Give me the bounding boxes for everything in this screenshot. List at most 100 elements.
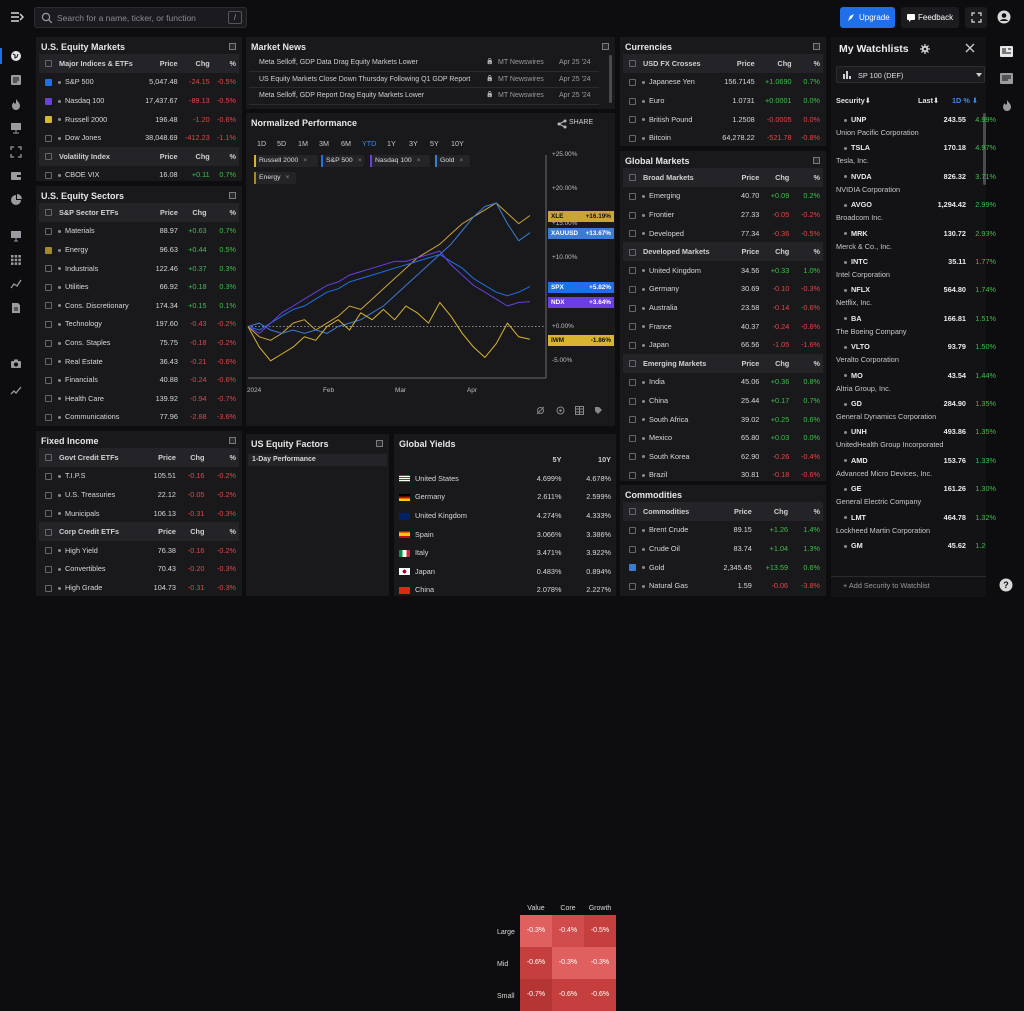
row-checkbox[interactable] [45, 60, 52, 68]
row-checkbox[interactable] [45, 528, 52, 536]
remove-icon[interactable]: × [416, 157, 421, 164]
watchlist-item[interactable]: TSLA 170.18 4.97% Tesla, Inc. [836, 141, 996, 169]
row-checkbox[interactable] [629, 564, 636, 572]
range-tab[interactable]: 3M [319, 139, 329, 148]
row-checkbox[interactable] [629, 378, 636, 386]
watchlist-item[interactable]: VLTO 93.79 1.50% Veralto Corporation [836, 340, 996, 368]
factor-cell[interactable]: -0.3% [520, 915, 552, 947]
row-checkbox[interactable] [629, 397, 636, 405]
range-tab[interactable]: 1D [257, 139, 267, 148]
watchlist-item[interactable]: NFLX 564.80 1.74% Netflix, Inc. [836, 283, 996, 311]
row-checkbox[interactable] [45, 227, 52, 235]
row-checkbox[interactable] [629, 248, 636, 256]
series-chip[interactable]: Nasdaq 100 × [370, 155, 430, 167]
row-checkbox[interactable] [45, 153, 52, 161]
factor-cell[interactable]: -0.3% [584, 947, 616, 979]
table-row[interactable]: Japan 66.56 -1.05 -1.6% [623, 335, 823, 354]
row-checkbox[interactable] [629, 116, 636, 124]
table-row[interactable]: CBOE VIX 16.08 +0.11 0.7% [39, 166, 239, 185]
watchlist-item[interactable]: BA 166.81 1.51% The Boeing Company [836, 312, 996, 340]
table-row[interactable]: United Kingdom 34.56 +0.33 1.0% [623, 261, 823, 280]
table-row[interactable]: Cons. Staples 75.75 -0.18 -0.2% [39, 333, 239, 352]
row-checkbox[interactable] [45, 565, 52, 573]
factor-cell[interactable]: -0.6% [584, 979, 616, 1011]
table-row[interactable]: France 40.37 -0.24 -0.6% [623, 317, 823, 336]
row-checkbox[interactable] [45, 547, 52, 555]
range-tab[interactable]: 1M [298, 139, 308, 148]
table-row[interactable]: Convertibles 70.43 -0.20 -0.3% [39, 560, 239, 579]
row-checkbox[interactable] [629, 323, 636, 331]
share-icon[interactable] [557, 119, 567, 129]
target-icon[interactable] [556, 406, 565, 415]
watchlist-item[interactable]: LMT 464.78 1.32% Lockheed Martin Corporatio… [836, 511, 996, 539]
series-chip[interactable]: S&P 500 × [321, 155, 364, 167]
range-tab[interactable]: 6M [341, 139, 351, 148]
row-checkbox[interactable] [45, 358, 52, 366]
maximize-icon[interactable] [229, 43, 236, 50]
row-checkbox[interactable] [629, 230, 636, 238]
user-account-icon[interactable] [997, 10, 1011, 24]
watchlist-item[interactable]: UNP 243.55 4.99% Union Pacific Corporation [836, 113, 996, 141]
table-row[interactable]: Energy 96.63 +0.44 0.5% [39, 240, 239, 259]
row-checkbox[interactable] [629, 267, 636, 275]
row-checkbox[interactable] [629, 582, 636, 590]
pie-chart-icon[interactable] [10, 194, 22, 206]
search-box[interactable]: Search for a name, ticker, or function / [34, 7, 247, 28]
watchlist-item[interactable]: GD 284.90 1.35% General Dynamics Corporatio… [836, 397, 996, 425]
table-row[interactable]: Real Estate 36.43 -0.21 -0.6% [39, 352, 239, 371]
document-icon[interactable] [10, 302, 22, 314]
row-checkbox[interactable] [629, 304, 636, 312]
factor-cell[interactable]: -0.5% [584, 915, 616, 947]
row-checkbox[interactable] [45, 395, 52, 403]
table-row[interactable]: Brazil 30.81 -0.18 -0.6% [623, 466, 823, 485]
table-row[interactable]: Russell 2000 196.48 -1.20 -0.6% [39, 110, 239, 129]
col-last[interactable]: Last⬇ [918, 96, 940, 105]
news-icon[interactable] [10, 74, 22, 86]
watchlist-scrollbar[interactable] [983, 113, 986, 185]
table-row[interactable]: Dow Jones 38,048.69 -412.23 -1.1% [39, 128, 239, 147]
series-chip[interactable]: Gold × [435, 155, 470, 167]
upgrade-button[interactable]: Upgrade [840, 7, 895, 28]
table-row[interactable]: Brent Crude 89.15 +1.26 1.4% [623, 521, 823, 540]
row-checkbox[interactable] [45, 97, 52, 105]
wallet-icon[interactable] [10, 170, 22, 182]
line-chart-icon[interactable] [10, 278, 22, 290]
performance-chart[interactable] [246, 150, 616, 395]
table-row[interactable]: Australia 23.58 -0.14 -0.6% [623, 298, 823, 317]
row-checkbox[interactable] [45, 376, 52, 384]
news-list-icon[interactable] [1000, 73, 1013, 85]
remove-icon[interactable]: × [459, 157, 464, 164]
table-row[interactable]: Emerging 40.70 +0.09 0.2% [623, 187, 823, 206]
grid-icon[interactable] [10, 254, 22, 266]
table-row[interactable]: Frontier 27.33 -0.05 -0.2% [623, 205, 823, 224]
watchlist-item[interactable]: MRK 130.72 2.93% Merck & Co., Inc. [836, 227, 996, 255]
row-checkbox[interactable] [45, 454, 52, 462]
news-scrollbar[interactable] [609, 55, 612, 103]
menu-expand-icon[interactable] [10, 10, 24, 24]
factor-cell[interactable]: -0.6% [552, 979, 584, 1011]
remove-icon[interactable]: × [303, 157, 308, 164]
row-checkbox[interactable] [629, 97, 636, 105]
row-checkbox[interactable] [45, 584, 52, 592]
row-checkbox[interactable] [45, 320, 52, 328]
table-row[interactable]: Japanese Yen 156.7145 +1.0690 0.7% [623, 73, 823, 92]
table-row[interactable]: Financials 40.88 -0.24 -0.6% [39, 370, 239, 389]
table-row[interactable]: United Kingdom 4.274% 4.333% [396, 506, 614, 525]
feedback-button[interactable]: Feedback [901, 7, 959, 28]
range-tab[interactable]: 1Y [387, 139, 396, 148]
table-row[interactable]: Gold 2,345.45 +13.59 0.6% [623, 558, 823, 577]
range-tab[interactable]: 10Y [451, 139, 464, 148]
maximize-icon[interactable] [813, 43, 820, 50]
table-row[interactable]: Euro 1.0731 +0.0001 0.0% [623, 91, 823, 110]
table-row[interactable]: Japan 0.483% 0.894% [396, 562, 614, 581]
newspaper-icon[interactable] [1000, 46, 1013, 58]
row-checkbox[interactable] [629, 434, 636, 442]
maximize-icon[interactable] [376, 440, 383, 447]
table-row[interactable]: Crude Oil 83.74 +1.04 1.3% [623, 539, 823, 558]
table-row[interactable]: High Grade 104.73 -0.31 -0.3% [39, 578, 239, 597]
watchlist-item[interactable]: GM 45.62 1.20% General Motors Company [836, 539, 986, 555]
table-row[interactable]: United States 4.699% 4.678% [396, 469, 614, 488]
table-row[interactable]: Cons. Discretionary 174.34 +0.15 0.1% [39, 296, 239, 315]
settings-gear-icon[interactable] [920, 44, 930, 54]
row-checkbox[interactable] [45, 78, 52, 86]
